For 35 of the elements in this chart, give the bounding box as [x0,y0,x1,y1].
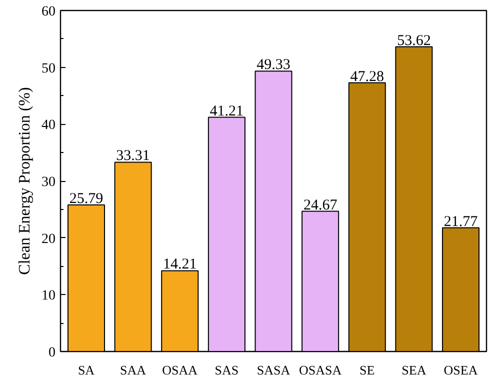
y-tick-label: 60 [42,4,56,20]
x-tick-label: OSAA [162,362,198,378]
data-label: 14.21 [163,256,197,273]
bar [254,70,292,352]
bar [395,46,433,352]
y-tick-label: 10 [42,288,56,304]
x-tick-label: SA [78,362,96,378]
x-tick-label: SAS [214,362,239,378]
x-tick-label: SASA [256,362,291,378]
bar [161,270,199,352]
x-tick-label: SE [360,362,375,378]
x-tick-label: SEA [402,362,427,378]
data-label: 21.77 [444,214,478,230]
data-label: 24.67 [303,197,338,214]
y-tick-label: 30 [42,175,56,190]
bar [442,227,480,352]
y-tick-label: 40 [42,118,56,134]
bar [114,162,152,352]
data-label: 25.79 [69,190,104,207]
y-tick-label: 0 [48,346,56,360]
x-tick-label: OSASA [299,362,342,378]
bar [348,82,386,352]
y-tick-label: 50 [42,61,56,76]
bar [208,116,246,352]
y-tick-label: 20 [42,232,56,247]
x-tick-label: OSEA [444,362,478,378]
data-label: 41.21 [210,103,244,120]
data-label: 49.33 [256,57,290,74]
y-axis-title: Clean Energy Proportion (%) [16,87,34,275]
data-label: 33.31 [116,148,150,164]
data-label: 47.28 [350,68,384,85]
x-tick-label: SAA [120,362,147,378]
bar [67,204,106,352]
bar [302,210,340,352]
data-label: 53.62 [397,32,431,49]
